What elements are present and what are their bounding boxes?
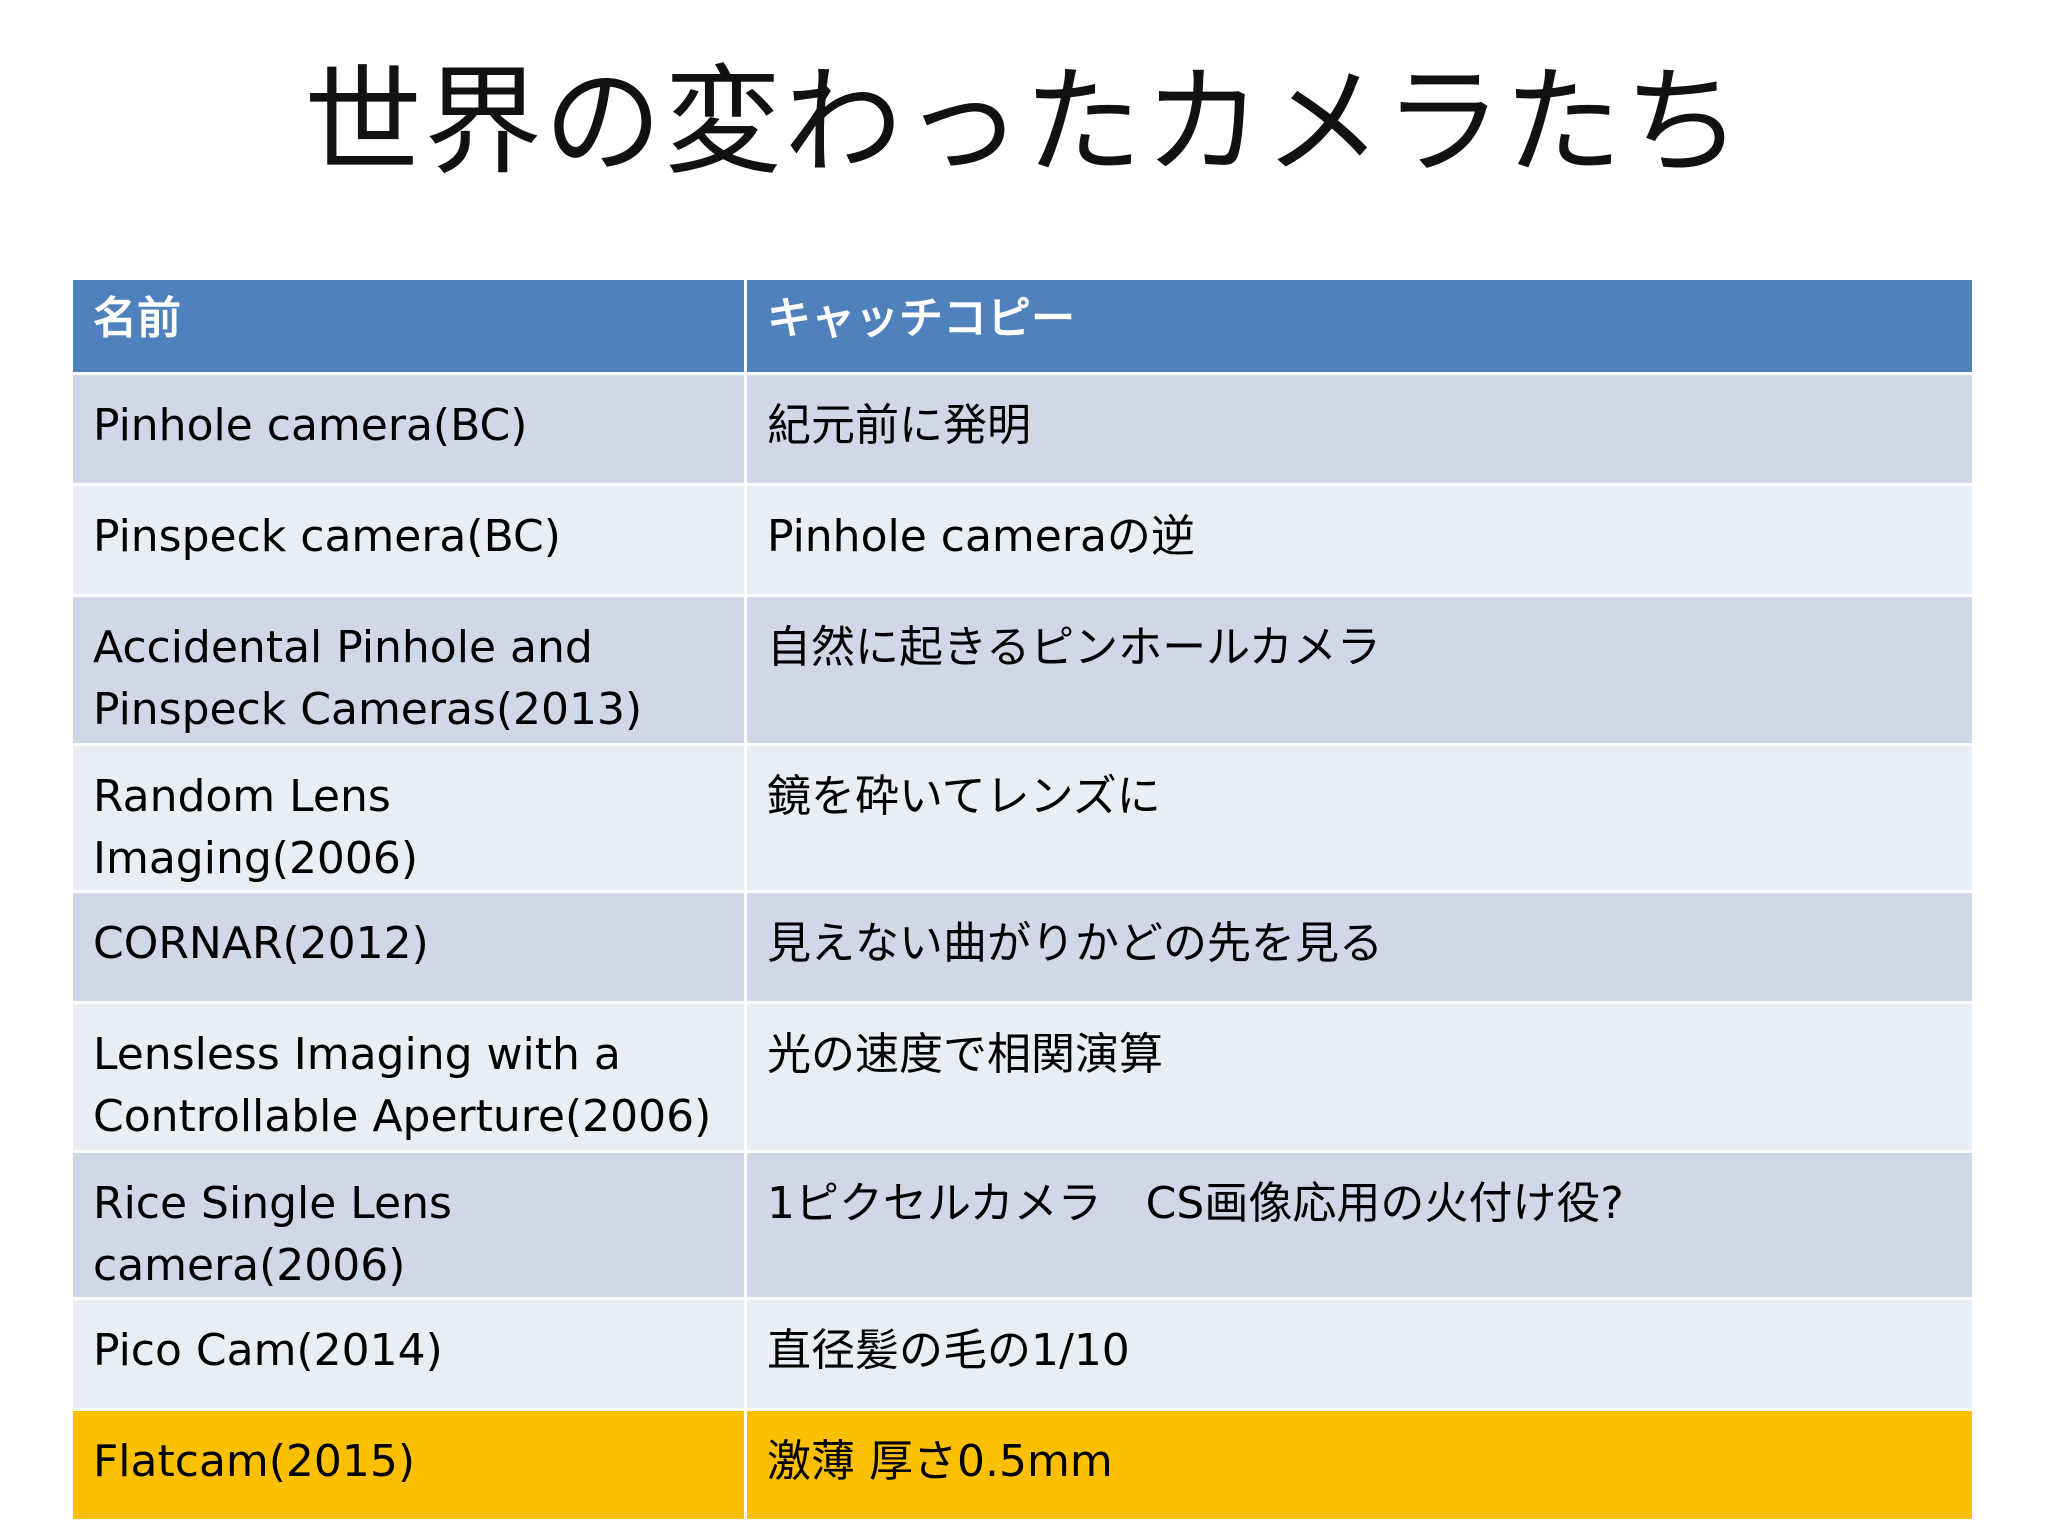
table-row: Pico Cam(2014) 直径髪の毛の1/10 (70, 1297, 1975, 1411)
cell-catchcopy: 鏡を砕いてレンズに (744, 743, 1975, 893)
cell-catchcopy: 見えない曲がりかどの先を見る (744, 890, 1975, 1004)
cell-name: Rice Single Lens camera(2006) (70, 1150, 747, 1300)
header-name: 名前 (70, 277, 747, 375)
cell-name: CORNAR(2012) (70, 890, 747, 1004)
table-row: Pinspeck camera(BC) Pinhole cameraの逆 (70, 483, 1975, 597)
table-row: Random Lens Imaging(2006) 鏡を砕いてレンズに (70, 743, 1975, 893)
cell-catchcopy: 1ピクセルカメラ CS画像応用の火付け役? (744, 1150, 1975, 1300)
cell-name: Flatcam(2015) (70, 1408, 747, 1522)
cell-catchcopy: 自然に起きるピンホールカメラ (744, 594, 1975, 746)
cell-name: Pinspeck camera(BC) (70, 483, 747, 597)
slide-title: 世界の変わったカメラたち (303, 53, 1744, 191)
cell-name: Pico Cam(2014) (70, 1297, 747, 1411)
camera-table: 名前 キャッチコピー Pinhole camera(BC) 紀元前に発明 Pin… (70, 277, 1975, 1522)
cell-name: Accidental Pinhole and Pinspeck Cameras(… (70, 594, 747, 746)
table-row: CORNAR(2012) 見えない曲がりかどの先を見る (70, 890, 1975, 1004)
table-row-highlighted: Flatcam(2015) 激薄 厚さ0.5mm (70, 1408, 1975, 1522)
table-row: Pinhole camera(BC) 紀元前に発明 (70, 372, 1975, 486)
cell-name: Random Lens Imaging(2006) (70, 743, 747, 893)
cell-catchcopy: 激薄 厚さ0.5mm (744, 1408, 1975, 1522)
table-header-row: 名前 キャッチコピー (70, 277, 1975, 375)
table-row: Lensless Imaging with a Controllable Ape… (70, 1001, 1975, 1153)
cell-name: Lensless Imaging with a Controllable Ape… (70, 1001, 747, 1153)
table-row: Rice Single Lens camera(2006) 1ピクセルカメラ C… (70, 1150, 1975, 1300)
table-row: Accidental Pinhole and Pinspeck Cameras(… (70, 594, 1975, 746)
header-catchcopy: キャッチコピー (744, 277, 1975, 375)
cell-name: Pinhole camera(BC) (70, 372, 747, 486)
cell-catchcopy: 光の速度で相関演算 (744, 1001, 1975, 1153)
cell-catchcopy: 直径髪の毛の1/10 (744, 1297, 1975, 1411)
cell-catchcopy: Pinhole cameraの逆 (744, 483, 1975, 597)
cell-catchcopy: 紀元前に発明 (744, 372, 1975, 486)
